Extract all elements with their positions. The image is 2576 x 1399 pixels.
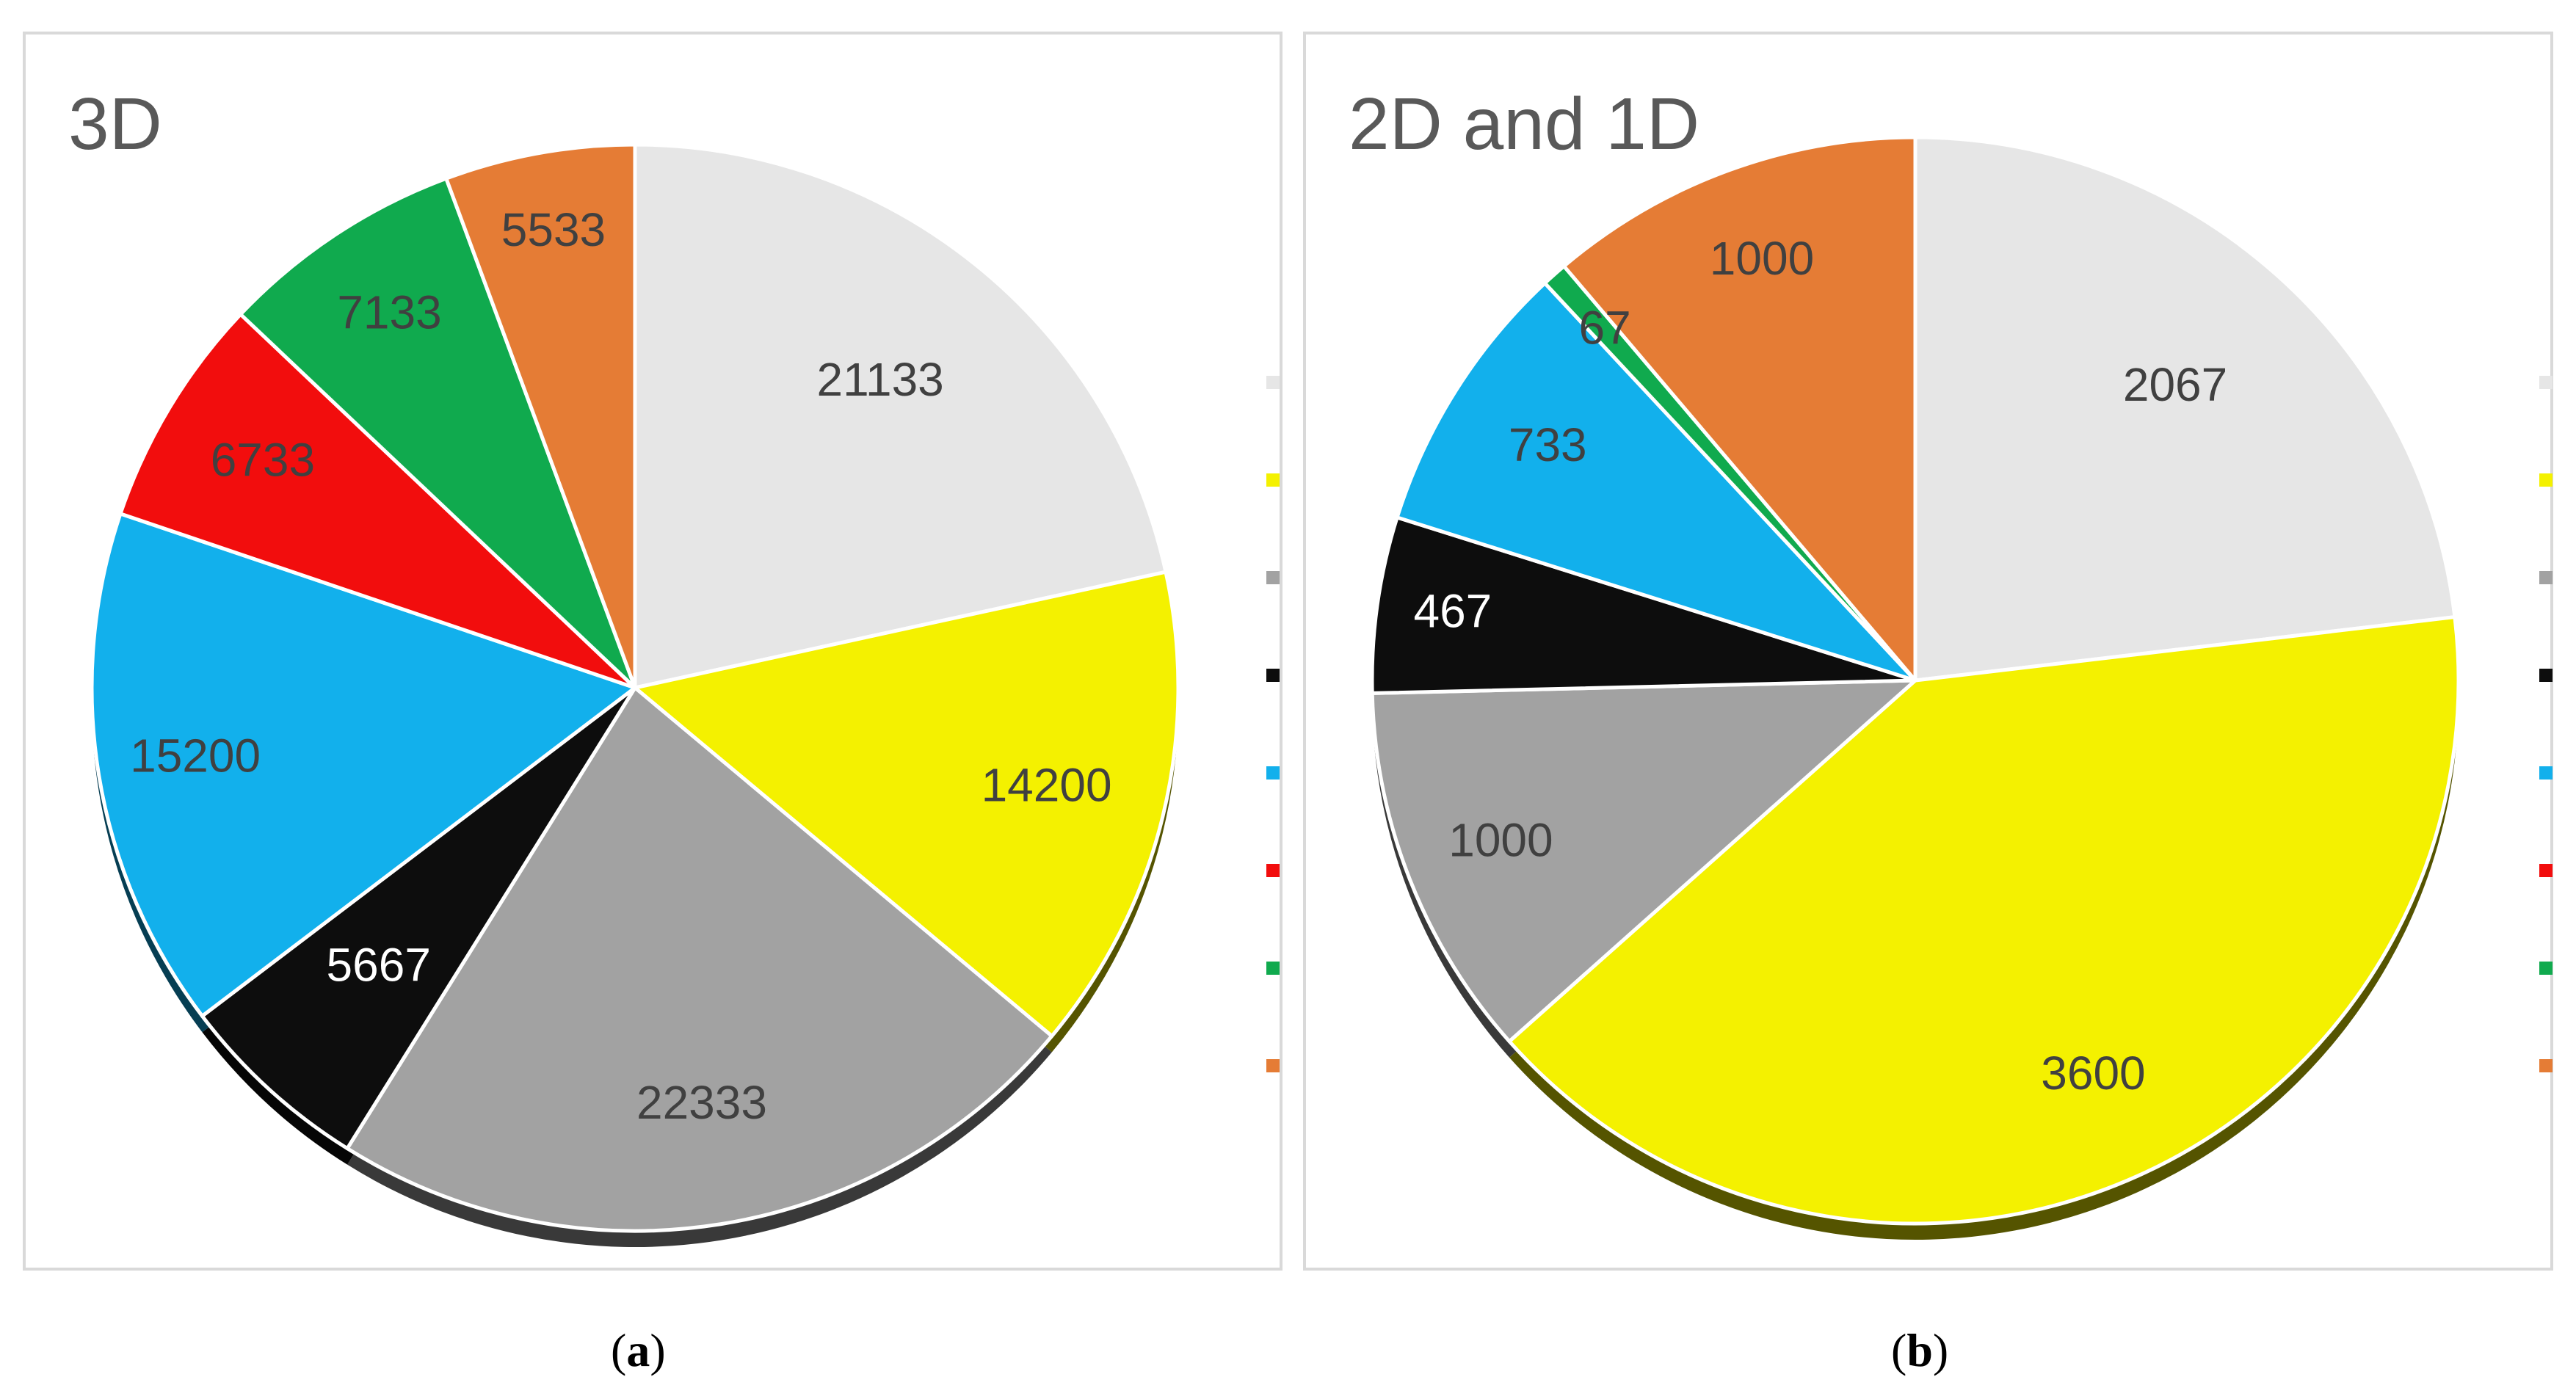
slice-label: 6733 [211,433,315,486]
caption-a: (a) [611,1324,666,1376]
pie-slice [1370,515,1918,695]
chart-panel-2d-1d: 2D and 1D 2067 3600 1000 467 733 67 1000 [1303,32,2553,1271]
pie-slice [1395,281,1918,683]
pie-slice [1370,678,1918,1044]
pie-slice [444,142,637,690]
legend-swatch [2539,962,2553,975]
slice-label: 67 [1579,301,1631,354]
legend-swatch [2539,473,2553,487]
pie-labels: 2067 3600 1000 467 733 67 1000 [1413,232,2227,1100]
legend-swatch [1266,473,1280,487]
legend-swatch [2539,376,2553,389]
slice-label: 733 [1509,418,1587,471]
slice-label: 5533 [501,203,606,256]
legend-swatch [1266,864,1280,877]
pie-slice [239,176,637,690]
slice-label: 1000 [1448,813,1553,866]
legend [1266,376,1280,1072]
legend-swatch [1266,571,1280,584]
pie-slice [90,512,637,1018]
pie-slices [90,142,1180,1233]
legend-swatch [1266,669,1280,682]
slice-label: 3600 [2041,1047,2145,1100]
legend-swatch [1266,766,1280,780]
pie-chart-2d-1d: 2067 3600 1000 467 733 67 1000 [1370,135,2553,1240]
slice-label: 1000 [1710,232,1814,285]
pie-slice [633,142,1168,690]
legend [2539,376,2553,1072]
chart-panel-3d: 3D 21133 14200 22333 5667 15200 6733 7133 5533 [23,32,1282,1271]
pie-slice [118,312,637,690]
legend-swatch [2539,1059,2553,1072]
legend-swatch [2539,864,2553,877]
legend-swatch [2539,571,2553,584]
pie-slice [1507,615,2461,1226]
chart-title: 3D [68,83,162,165]
legend-swatch [1266,376,1280,389]
pie-labels: 21133 14200 22333 5667 15200 6733 7133 5533 [130,203,1111,1129]
legend-swatch [1266,1059,1280,1072]
pie-chart-3d: 21133 14200 22333 5667 15200 6733 7133 5533 [90,142,1280,1247]
pie-slice [1561,135,1918,683]
slice-label: 2067 [2123,358,2227,411]
slice-label: 21133 [817,353,944,406]
slice-label: 14200 [982,758,1112,811]
pie-slice [1913,135,2457,683]
slice-label: 467 [1413,585,1492,638]
slice-label: 15200 [130,729,261,782]
chart-title: 2D and 1D [1349,83,1700,165]
legend-swatch [1266,962,1280,975]
pie-slice [200,686,637,1151]
slice-label: 22333 [636,1076,767,1129]
caption-b: (b) [1891,1324,1949,1376]
pie-slice [633,570,1180,1039]
pie-slice [345,686,1054,1233]
slice-label: 5667 [327,938,431,991]
slice-label: 7133 [337,286,441,339]
pie-slices [1370,135,2461,1226]
legend-swatch [2539,669,2553,682]
legend-swatch [2539,766,2553,780]
